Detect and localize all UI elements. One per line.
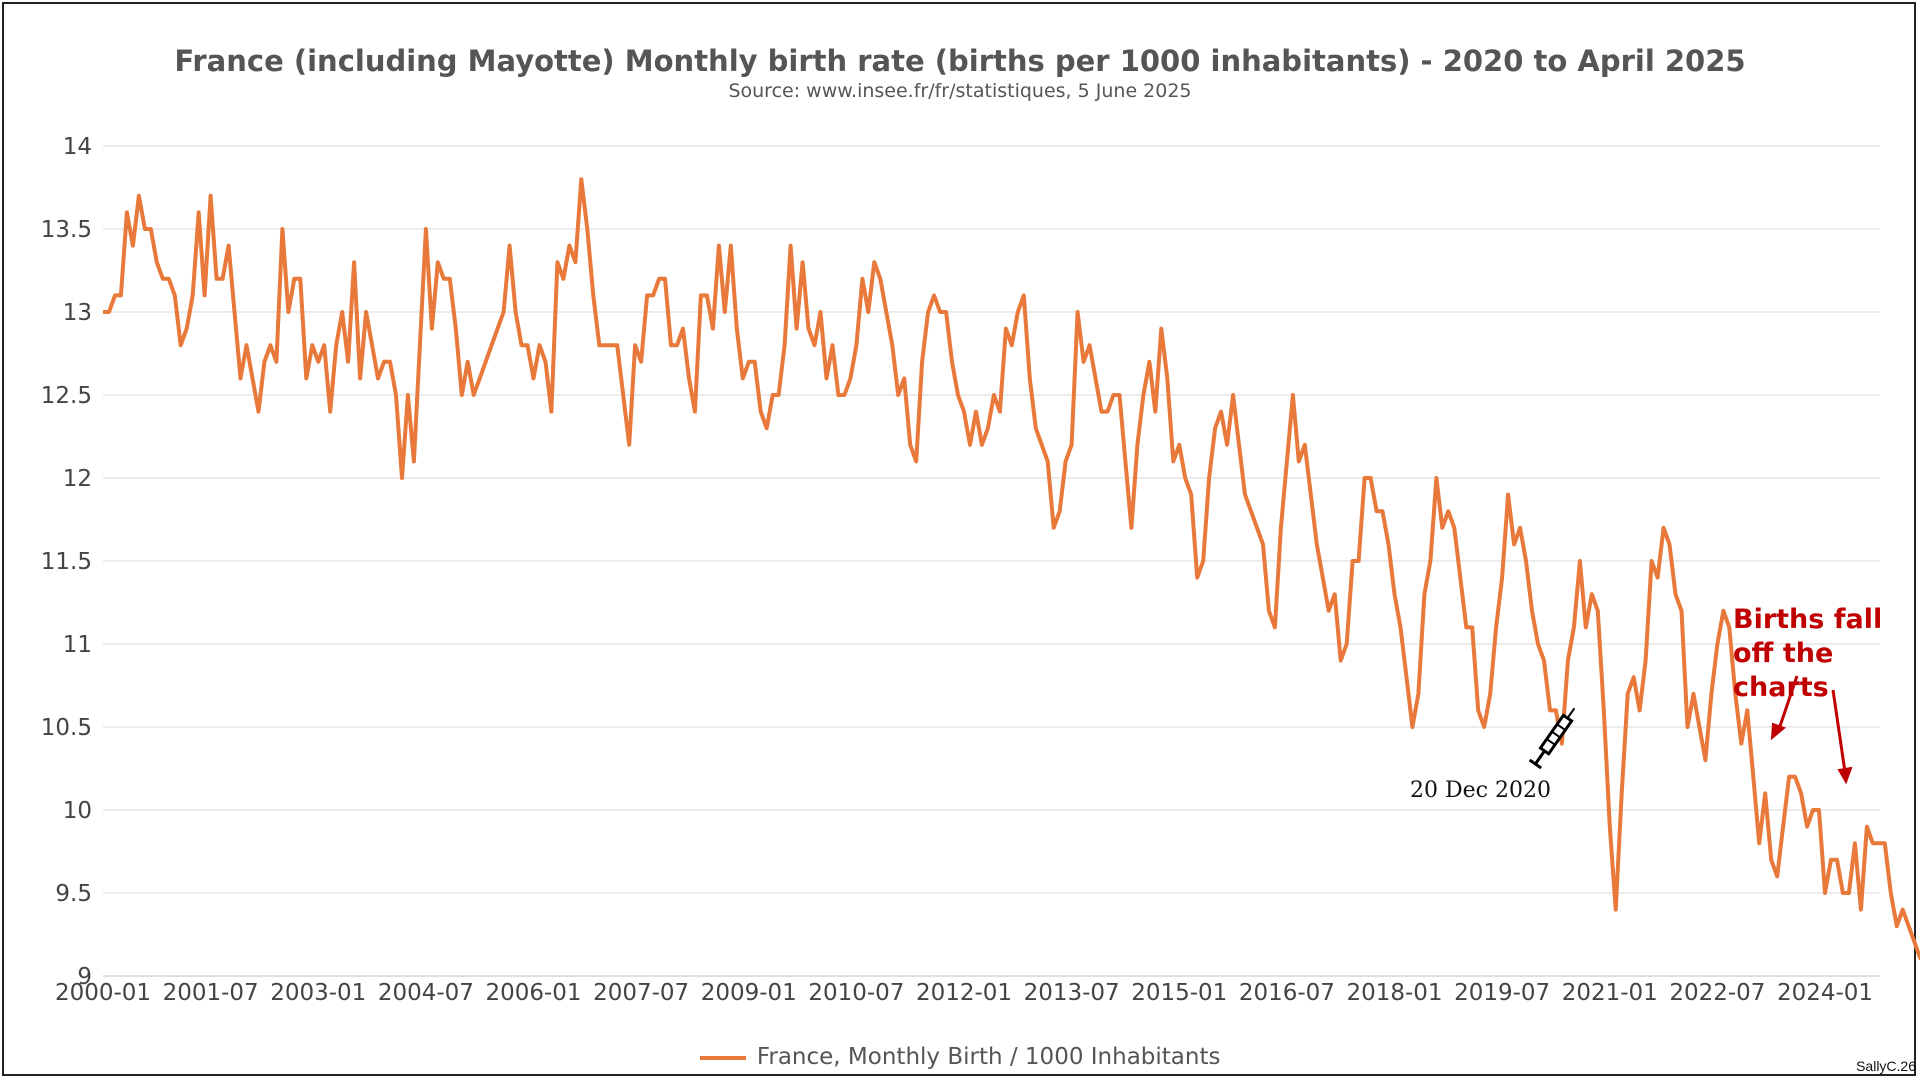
y-tick-label: 9.5 bbox=[55, 881, 92, 907]
svg-text:Births fall off the: Births fall off the charts bbox=[1733, 604, 1892, 703]
y-tick-label: 12 bbox=[63, 466, 92, 492]
syringe-icon bbox=[1528, 707, 1576, 770]
y-tick-label: 11 bbox=[63, 632, 92, 658]
gridlines bbox=[103, 145, 1880, 977]
y-tick-label: 13.5 bbox=[41, 217, 92, 243]
x-tick-label: 2019-07 bbox=[1454, 980, 1550, 1006]
x-tick-label: 2018-01 bbox=[1346, 980, 1442, 1006]
annotation-arrowhead-right bbox=[1837, 766, 1853, 785]
x-tick-label: 2021-01 bbox=[1562, 980, 1658, 1006]
series-line-france-birth-rate bbox=[103, 177, 1920, 961]
x-tick-label: 2015-01 bbox=[1131, 980, 1227, 1006]
legend-swatch bbox=[699, 1055, 746, 1060]
x-tick-label: 2024-01 bbox=[1777, 980, 1873, 1006]
y-tick-label: 12.5 bbox=[41, 383, 92, 409]
annotation-line-1: Births fall bbox=[1733, 604, 1882, 635]
chart-title: France (including Mayotte) Monthly birth… bbox=[174, 44, 1746, 78]
annotation-arrow-right bbox=[1831, 689, 1847, 773]
x-tick-label: 2016-07 bbox=[1239, 980, 1335, 1006]
y-tick-label: 10 bbox=[63, 798, 92, 824]
x-tick-label: 2004-07 bbox=[378, 980, 474, 1006]
x-tick-label: 2009-01 bbox=[701, 980, 797, 1006]
x-tick-label: 2022-07 bbox=[1669, 980, 1765, 1006]
annotation-births-fall: Births fall off the charts bbox=[1733, 604, 1892, 785]
x-tick-label: 2013-07 bbox=[1024, 980, 1120, 1006]
x-tick-label: 2003-01 bbox=[270, 980, 366, 1006]
x-tick-label: 2000-01 bbox=[55, 980, 151, 1006]
x-tick-label: 2001-07 bbox=[163, 980, 259, 1006]
annotation-date-label: 20 Dec 2020 bbox=[1410, 778, 1551, 803]
y-tick-label: 10.5 bbox=[41, 715, 92, 741]
y-axis-ticks: 9 9.5 10 10.5 11 11.5 12 12.5 13 13.5 14 bbox=[41, 134, 92, 990]
y-tick-label: 11.5 bbox=[41, 549, 92, 575]
y-tick-label: 13 bbox=[63, 300, 92, 326]
x-tick-label: 2007-07 bbox=[593, 980, 689, 1006]
annotation-line-3: charts bbox=[1733, 672, 1829, 703]
legend: France, Monthly Birth / 1000 Inhabitants bbox=[0, 1044, 1920, 1070]
x-tick-label: 2006-01 bbox=[485, 980, 581, 1006]
x-tick-label: 2010-07 bbox=[808, 980, 904, 1006]
legend-label: France, Monthly Birth / 1000 Inhabitants bbox=[756, 1044, 1221, 1070]
y-tick-label: 14 bbox=[63, 134, 92, 160]
x-axis-ticks: 2000-01 2001-07 2003-01 2004-07 2006-01 2007-… bbox=[55, 980, 1873, 1006]
annotation-arrowhead-left bbox=[1770, 722, 1786, 741]
chart-subtitle: Source: www.insee.fr/fr/statistiques, 5 … bbox=[728, 80, 1192, 102]
annotation-line-2: off the bbox=[1733, 638, 1833, 669]
author-label: SallyC.26 bbox=[1856, 1058, 1916, 1074]
annotation-arrow-left bbox=[1776, 675, 1799, 733]
y-tick-label: 9 bbox=[77, 964, 92, 990]
x-tick-label: 2012-01 bbox=[916, 980, 1012, 1006]
